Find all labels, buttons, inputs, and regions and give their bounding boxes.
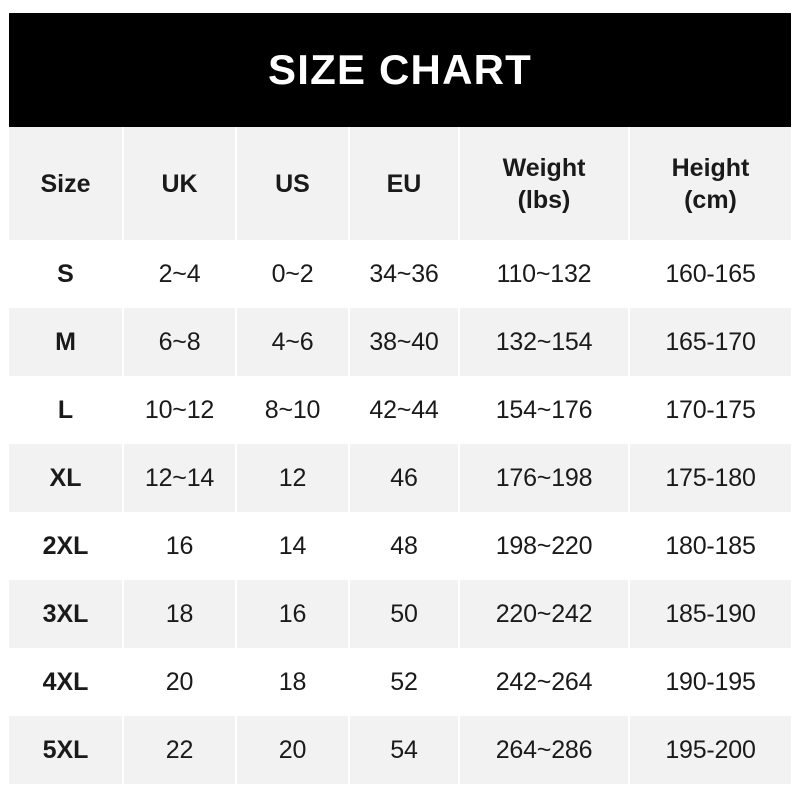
table-row: XL 12~14 12 46 176~198 175-180 (9, 444, 791, 512)
cell-height: 180-185 (665, 531, 756, 560)
cell-uk: 12~14 (123, 444, 237, 512)
cell-us: 14 (236, 512, 350, 580)
column-header-uk: UK (123, 127, 237, 240)
cell-height: 165-170 (665, 327, 756, 356)
cell-height: 175-180 (665, 463, 756, 492)
cell-size: S (9, 240, 124, 308)
cell-size: 4XL (9, 648, 124, 716)
column-header-weight: Weight (lbs) (459, 127, 630, 240)
table-header-row: Size UK US EU Weight (lbs) Height (cm) (9, 127, 791, 240)
cell-weight: 110~132 (459, 240, 630, 308)
column-header-eu: EU (349, 127, 460, 240)
cell-eu: 50 (349, 580, 460, 648)
cell-weight: 242~264 (459, 648, 630, 716)
cell-uk: 6~8 (123, 308, 237, 376)
cell-eu: 54 (349, 716, 460, 784)
cell-size: M (9, 308, 124, 376)
cell-uk: 2~4 (123, 240, 237, 308)
cell-eu: 38~40 (349, 308, 460, 376)
cell-eu: 46 (349, 444, 460, 512)
cell-weight: 264~286 (459, 716, 630, 784)
column-header-height-unit: (cm) (684, 185, 737, 214)
column-header-uk-label: UK (161, 169, 198, 198)
table-body: S 2~4 0~2 34~36 110~132 160-165 M 6~8 4~… (9, 240, 791, 784)
table-row: 2XL 16 14 48 198~220 180-185 (9, 512, 791, 580)
cell-height: 190-195 (665, 667, 756, 696)
column-header-height-label: Height (671, 153, 750, 182)
column-header-weight-unit: (lbs) (517, 185, 571, 214)
cell-height: 195-200 (665, 735, 756, 764)
cell-eu: 52 (349, 648, 460, 716)
column-header-us-label: US (275, 169, 310, 198)
cell-height: 170-175 (665, 395, 756, 424)
cell-uk: 18 (123, 580, 237, 648)
cell-uk: 10~12 (123, 376, 237, 444)
cell-us: 0~2 (236, 240, 350, 308)
cell-uk: 20 (123, 648, 237, 716)
cell-us: 4~6 (236, 308, 350, 376)
size-chart-card: SIZE CHART Size UK US EU (9, 13, 791, 787)
table-row: M 6~8 4~6 38~40 132~154 165-170 (9, 308, 791, 376)
cell-eu: 42~44 (349, 376, 460, 444)
table-header: Size UK US EU Weight (lbs) Height (cm) (9, 127, 791, 240)
column-header-size-label: Size (40, 169, 91, 198)
cell-us: 16 (236, 580, 350, 648)
cell-us: 20 (236, 716, 350, 784)
chart-title-banner: SIZE CHART (9, 13, 791, 127)
cell-size: 3XL (9, 580, 124, 648)
cell-size: 5XL (9, 716, 124, 784)
size-chart-table: Size UK US EU Weight (lbs) Height (cm) (9, 127, 791, 784)
cell-height: 160-165 (665, 259, 756, 288)
table-row: S 2~4 0~2 34~36 110~132 160-165 (9, 240, 791, 308)
cell-us: 12 (236, 444, 350, 512)
table-row: 5XL 22 20 54 264~286 195-200 (9, 716, 791, 784)
column-header-height: Height (cm) (629, 127, 791, 240)
cell-uk: 22 (123, 716, 237, 784)
table-row: L 10~12 8~10 42~44 154~176 170-175 (9, 376, 791, 444)
cell-weight: 220~242 (459, 580, 630, 648)
cell-height: 185-190 (665, 599, 756, 628)
cell-us: 18 (236, 648, 350, 716)
cell-weight: 176~198 (459, 444, 630, 512)
column-header-us: US (236, 127, 350, 240)
cell-size: L (9, 376, 124, 444)
cell-size: XL (9, 444, 124, 512)
column-header-size: Size (9, 127, 124, 240)
cell-eu: 48 (349, 512, 460, 580)
cell-us: 8~10 (236, 376, 350, 444)
table-row: 4XL 20 18 52 242~264 190-195 (9, 648, 791, 716)
cell-weight: 198~220 (459, 512, 630, 580)
column-header-weight-label: Weight (502, 153, 586, 182)
cell-uk: 16 (123, 512, 237, 580)
cell-weight: 132~154 (459, 308, 630, 376)
page-title: SIZE CHART (268, 46, 532, 93)
cell-eu: 34~36 (349, 240, 460, 308)
cell-weight: 154~176 (459, 376, 630, 444)
column-header-eu-label: EU (386, 169, 422, 198)
table-row: 3XL 18 16 50 220~242 185-190 (9, 580, 791, 648)
cell-size: 2XL (9, 512, 124, 580)
